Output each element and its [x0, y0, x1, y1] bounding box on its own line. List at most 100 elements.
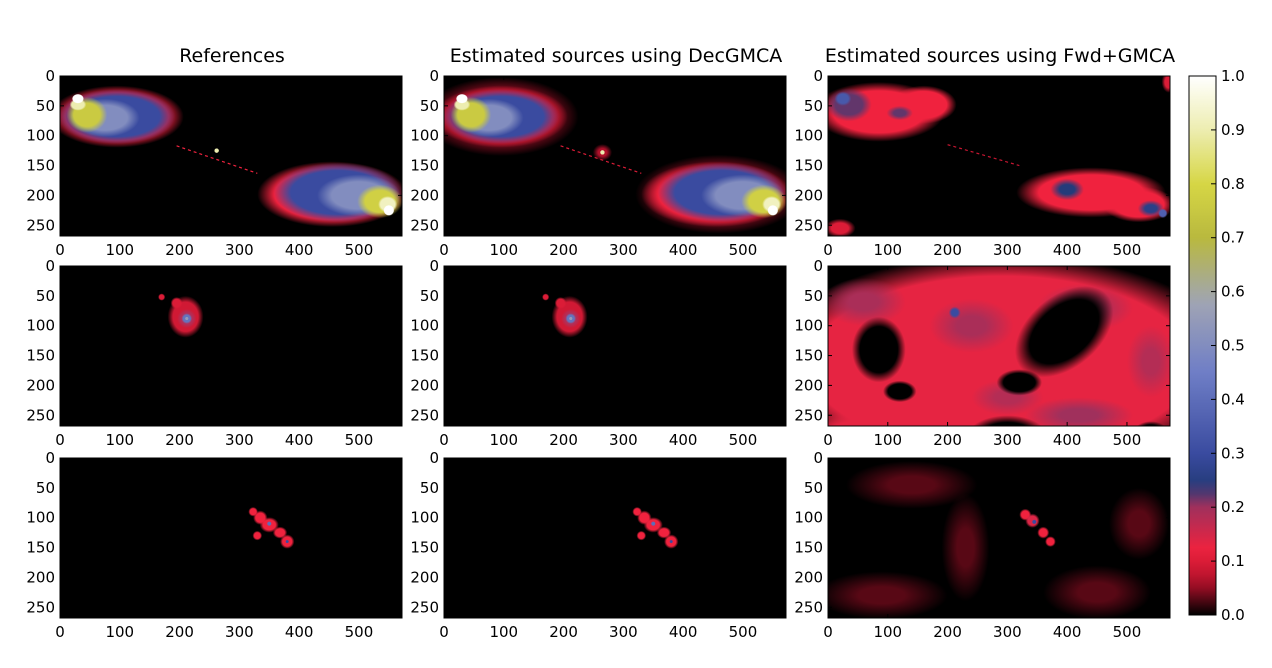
- y-tick-label: 250: [26, 598, 55, 616]
- y-tick-label: 50: [804, 97, 823, 115]
- source-blob: [285, 539, 289, 544]
- y-tick-label: 50: [420, 287, 439, 305]
- empty-region: [972, 415, 1043, 426]
- x-tick-label: 400: [669, 241, 698, 259]
- colorbar-tick-label: 0.6: [1221, 283, 1245, 301]
- source-blob: [669, 539, 673, 544]
- x-tick-label: 0: [823, 431, 833, 449]
- source-blob: [383, 204, 395, 216]
- x-tick-label: 300: [225, 431, 254, 449]
- x-tick-label: 500: [1113, 623, 1142, 641]
- x-tick-label: 100: [105, 241, 134, 259]
- x-tick-label: 200: [549, 623, 578, 641]
- x-tick-label: 100: [105, 431, 134, 449]
- source-blob: [1043, 565, 1151, 618]
- y-tick-label: 250: [410, 406, 439, 424]
- x-tick-label: 500: [345, 623, 374, 641]
- source-blob: [170, 297, 183, 309]
- panel-frame: [59, 457, 403, 619]
- y-tick-label: 100: [794, 127, 823, 145]
- panel-r2-c1: 0 100 200 300 400 500 0 50 100 150 200 250: [410, 449, 787, 641]
- panel-frame: [443, 265, 787, 427]
- y-tick-label: 0: [813, 257, 823, 275]
- colorbar-tick-label: 0.0: [1221, 606, 1245, 624]
- jet-mark: [176, 145, 258, 174]
- source-blob: [929, 298, 1014, 353]
- source-blob: [1050, 178, 1084, 201]
- y-tick-label: 250: [794, 598, 823, 616]
- x-tick-label: 400: [285, 241, 314, 259]
- panel-frame: [443, 457, 787, 619]
- panel-r0-c0: 0 100 200 300 400 500 0 50 100 150 200 250: [26, 67, 403, 259]
- x-tick-label: 200: [165, 241, 194, 259]
- y-tick-label: 150: [794, 157, 823, 175]
- source-blob: [1045, 536, 1056, 547]
- panel-image: [158, 293, 204, 338]
- x-tick-label: 300: [225, 623, 254, 641]
- x-tick-label: 500: [729, 623, 758, 641]
- panel-image: [542, 293, 588, 338]
- x-tick-label: 300: [609, 241, 638, 259]
- x-tick-label: 0: [823, 241, 833, 259]
- y-tick-label: 200: [794, 186, 823, 204]
- source-blob: [1037, 526, 1050, 539]
- source-blob: [184, 316, 189, 321]
- x-tick-label: 500: [729, 241, 758, 259]
- colorbar: 0.0 0.1 0.2 0.3 0.4 0.5 0.6 0.7 0.8 0.9 1.0: [1188, 67, 1245, 624]
- colorbar-tick-label: 0.2: [1221, 498, 1245, 516]
- source-blob: [455, 93, 468, 104]
- y-tick-label: 200: [410, 568, 439, 586]
- x-tick-label: 300: [225, 241, 254, 259]
- column-title-fwd-gmca: Estimated sources using Fwd+GMCA: [825, 45, 1175, 67]
- y-tick-label: 0: [429, 449, 439, 467]
- source-blob: [828, 409, 935, 426]
- empty-region: [1136, 421, 1166, 426]
- x-tick-label: 0: [55, 431, 65, 449]
- y-tick-label: 200: [794, 376, 823, 394]
- y-tick-label: 200: [26, 186, 55, 204]
- x-tick-label: 200: [549, 241, 578, 259]
- source-blob: [636, 530, 647, 541]
- column-title-references: References: [179, 45, 285, 67]
- panel-image: [828, 76, 1170, 236]
- source-blob: [554, 297, 567, 309]
- source-blob: [828, 87, 872, 122]
- source-blob: [252, 530, 263, 541]
- y-tick-label: 50: [804, 287, 823, 305]
- y-tick-label: 250: [410, 216, 439, 234]
- y-tick-label: 100: [410, 127, 439, 145]
- y-tick-label: 200: [26, 568, 55, 586]
- column-titles: References Estimated sources using DecGM…: [179, 45, 1175, 67]
- y-tick-label: 50: [420, 97, 439, 115]
- panel-image: [60, 85, 402, 228]
- colorbar-tick-label: 0.7: [1221, 229, 1245, 247]
- source-blob: [542, 293, 550, 301]
- y-tick-label: 150: [794, 539, 823, 557]
- empty-region: [851, 316, 906, 383]
- x-tick-label: 300: [993, 431, 1022, 449]
- x-tick-label: 100: [873, 431, 902, 449]
- source-blob: [828, 571, 948, 618]
- y-tick-label: 200: [26, 376, 55, 394]
- source-blob: [1161, 76, 1170, 93]
- source-blob: [1158, 208, 1168, 219]
- x-tick-label: 100: [489, 431, 518, 449]
- source-blob: [941, 493, 990, 602]
- x-tick-label: 400: [1053, 241, 1082, 259]
- x-tick-label: 300: [609, 431, 638, 449]
- panel-r0-c2: 0 100 200 300 400 500 0 50 100 150 200 250: [794, 67, 1171, 259]
- source-blob: [214, 148, 220, 154]
- y-tick-label: 100: [410, 317, 439, 335]
- y-tick-label: 50: [36, 479, 55, 497]
- y-tick-label: 100: [26, 127, 55, 145]
- y-tick-label: 200: [410, 186, 439, 204]
- x-tick-label: 0: [55, 241, 65, 259]
- x-tick-label: 100: [489, 241, 518, 259]
- colorbar-tick-label: 0.9: [1221, 121, 1245, 139]
- source-blob: [71, 93, 84, 104]
- source-blob: [1109, 487, 1169, 560]
- y-tick-label: 0: [813, 67, 823, 85]
- panel-image: [632, 506, 679, 549]
- y-tick-label: 200: [410, 376, 439, 394]
